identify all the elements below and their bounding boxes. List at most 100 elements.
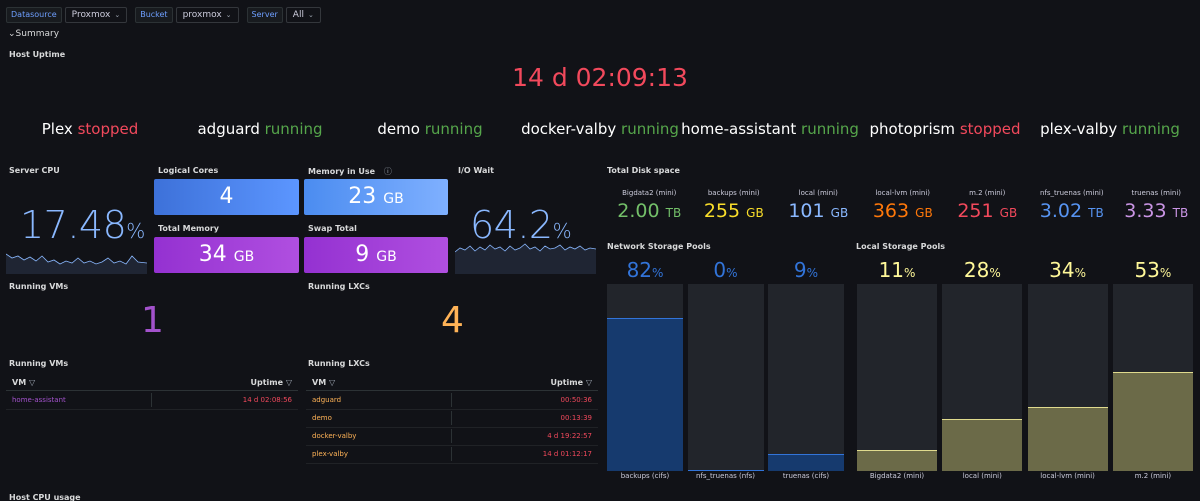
- filter-icon[interactable]: ▽: [285, 378, 292, 387]
- uptime-cell: 00:13:39: [560, 414, 592, 422]
- datasource-label: Datasource: [6, 7, 62, 23]
- vm-status-home-assistant: home-assistant running: [681, 120, 859, 138]
- disk-stat-label: local-lvm (mini): [875, 189, 931, 197]
- disk-stat-label: m.2 (mini): [969, 189, 1006, 197]
- running-lxcs-count-title: Running LXCs: [308, 282, 370, 291]
- disk-stat-value: 363 GB: [872, 200, 933, 222]
- table-row[interactable]: docker-valby 4 d 19:22:57: [306, 427, 598, 446]
- total-memory-value: 34 GB: [154, 237, 299, 273]
- running-lxcs-table-title: Running LXCs: [308, 359, 370, 368]
- server-label: Server: [246, 7, 283, 23]
- filter-icon[interactable]: ▽: [328, 378, 336, 387]
- running-lxcs-count-value: 4: [441, 300, 464, 341]
- bar-gauge-label: local-lvm (mini): [1040, 472, 1095, 480]
- uptime-column-header[interactable]: Uptime ▽: [550, 378, 592, 387]
- uptime-cell: 14 d 02:08:56: [242, 396, 292, 404]
- lxc-name-cell: adguard: [312, 396, 342, 404]
- vm-name-cell: home-assistant: [12, 396, 66, 404]
- vm-column-header[interactable]: VM ▽: [12, 378, 36, 387]
- cell-divider: [451, 429, 452, 443]
- disk-stat-value: 255 GB: [703, 200, 764, 222]
- table-row[interactable]: demo 00:13:39: [306, 409, 598, 428]
- server-cpu-sparkline: [6, 253, 147, 274]
- swap-total-value: 9 GB: [304, 237, 448, 273]
- chevron-down-icon: ⌄: [114, 11, 121, 19]
- bar-gauge-percent: 82%: [626, 258, 664, 282]
- vm-column-header[interactable]: VM ▽: [312, 378, 336, 387]
- cell-divider: [451, 393, 452, 407]
- bucket-select[interactable]: proxmox ⌄: [175, 7, 239, 23]
- uptime-cell: 00:50:36: [560, 396, 592, 404]
- disk-stat-label: Bigdata2 (mini): [622, 189, 677, 197]
- table-row[interactable]: home-assistant 14 d 02:08:56: [6, 391, 298, 410]
- bar-gauge-track: [942, 284, 1023, 471]
- info-icon[interactable]: ⓘ: [383, 167, 392, 176]
- bar-gauge-label: m.2 (mini): [1134, 472, 1172, 480]
- filter-icon[interactable]: ▽: [585, 378, 592, 387]
- uptime-cell: 14 d 01:12:17: [542, 450, 592, 458]
- running-vms-count-value: 1: [141, 300, 164, 341]
- bar-gauge-fill: [607, 317, 683, 471]
- server-cpu-title: Server CPU: [9, 166, 60, 175]
- cell-divider: [451, 447, 452, 461]
- table-row[interactable]: adguard 00:50:36: [306, 391, 598, 410]
- row-title: Summary: [15, 29, 60, 39]
- bar-gauge-track: [1112, 284, 1193, 471]
- bar-gauge-percent: 9%: [793, 258, 819, 282]
- bar-gauge-fill: [768, 454, 844, 471]
- bar-gauge-label: Bigdata2 (mini): [869, 472, 925, 480]
- io-wait-title: I/O Wait: [458, 166, 494, 175]
- server-select[interactable]: All ⌄: [285, 7, 321, 23]
- table-row[interactable]: plex-valby 14 d 01:12:17: [306, 445, 598, 464]
- bucket-label: Bucket: [135, 7, 173, 23]
- bar-gauge-track: [768, 284, 844, 471]
- vm-status-plex: Plex stopped: [41, 120, 139, 138]
- lxc-name-cell: demo: [312, 414, 332, 422]
- bar-gauge-fill: [1112, 371, 1193, 471]
- bar-gauge-percent: 53%: [1134, 258, 1172, 282]
- bar-gauge-track: [1027, 284, 1108, 471]
- bar-gauge-track: [857, 284, 937, 471]
- datasource-select[interactable]: Proxmox ⌄: [64, 7, 128, 23]
- logical-cores-value: 4: [154, 179, 299, 215]
- chevron-down-icon: ⌄: [225, 11, 232, 19]
- bar-gauge-fill: [687, 470, 764, 471]
- bar-gauge-percent: 0%: [713, 258, 738, 282]
- disk-stat-value: 3.02 TB: [1039, 200, 1104, 222]
- io-wait-value: 64.2%: [470, 203, 572, 247]
- bar-gauge-label: truenas (cifs): [782, 472, 830, 480]
- bar-gauge-percent: 34%: [1049, 258, 1087, 282]
- lxc-name-cell: docker-valby: [312, 432, 357, 440]
- bar-gauge-track: [607, 284, 683, 471]
- total-disk-title: Total Disk space: [607, 166, 680, 175]
- disk-stat-label: backups (mini): [707, 189, 760, 197]
- vm-status-photoprism: photoprism stopped: [869, 120, 1021, 138]
- host-uptime-value: 14 d 02:09:13: [512, 63, 688, 92]
- bar-gauge-label: local (mini): [962, 472, 1002, 480]
- disk-stat-label: nfs_truenas (mini): [1039, 189, 1104, 197]
- io-wait-sparkline: [455, 243, 596, 274]
- local-pools-title: Local Storage Pools: [856, 242, 945, 251]
- bar-gauge-track: [687, 284, 764, 471]
- server-cpu-value: 17.48%: [20, 203, 145, 247]
- disk-stat-label: truenas (mini): [1131, 189, 1182, 197]
- running-vms-table-title: Running VMs: [9, 359, 69, 368]
- uptime-column-header[interactable]: Uptime ▽: [250, 378, 292, 387]
- logical-cores-title: Logical Cores: [158, 166, 219, 175]
- disk-stat-label: local (mini): [798, 189, 838, 197]
- disk-stat-value: 101 GB: [788, 200, 849, 222]
- bar-gauge-percent: 11%: [878, 258, 916, 282]
- disk-stat-value: 2.00 TB: [617, 200, 682, 222]
- swap-total-title: Swap Total: [308, 224, 357, 233]
- vm-status-demo: demo running: [377, 120, 483, 138]
- vm-table-header: VM ▽ Uptime ▽: [6, 375, 298, 391]
- vm-status-docker-valby: docker-valby running: [521, 120, 679, 138]
- vm-status-plex-valby: plex-valby running: [1040, 120, 1180, 138]
- filter-icon[interactable]: ▽: [28, 378, 36, 387]
- bar-gauge-label: nfs_truenas (nfs): [695, 472, 756, 480]
- memory-in-use-title: Memory in Use ⓘ: [308, 167, 392, 176]
- disk-stat-value: 251 GB: [957, 200, 1018, 222]
- running-vms-count-title: Running VMs: [9, 282, 69, 291]
- row-summary-toggle[interactable]: ⌄Summary: [8, 29, 59, 39]
- disk-stat-value: 3.33 TB: [1124, 200, 1189, 222]
